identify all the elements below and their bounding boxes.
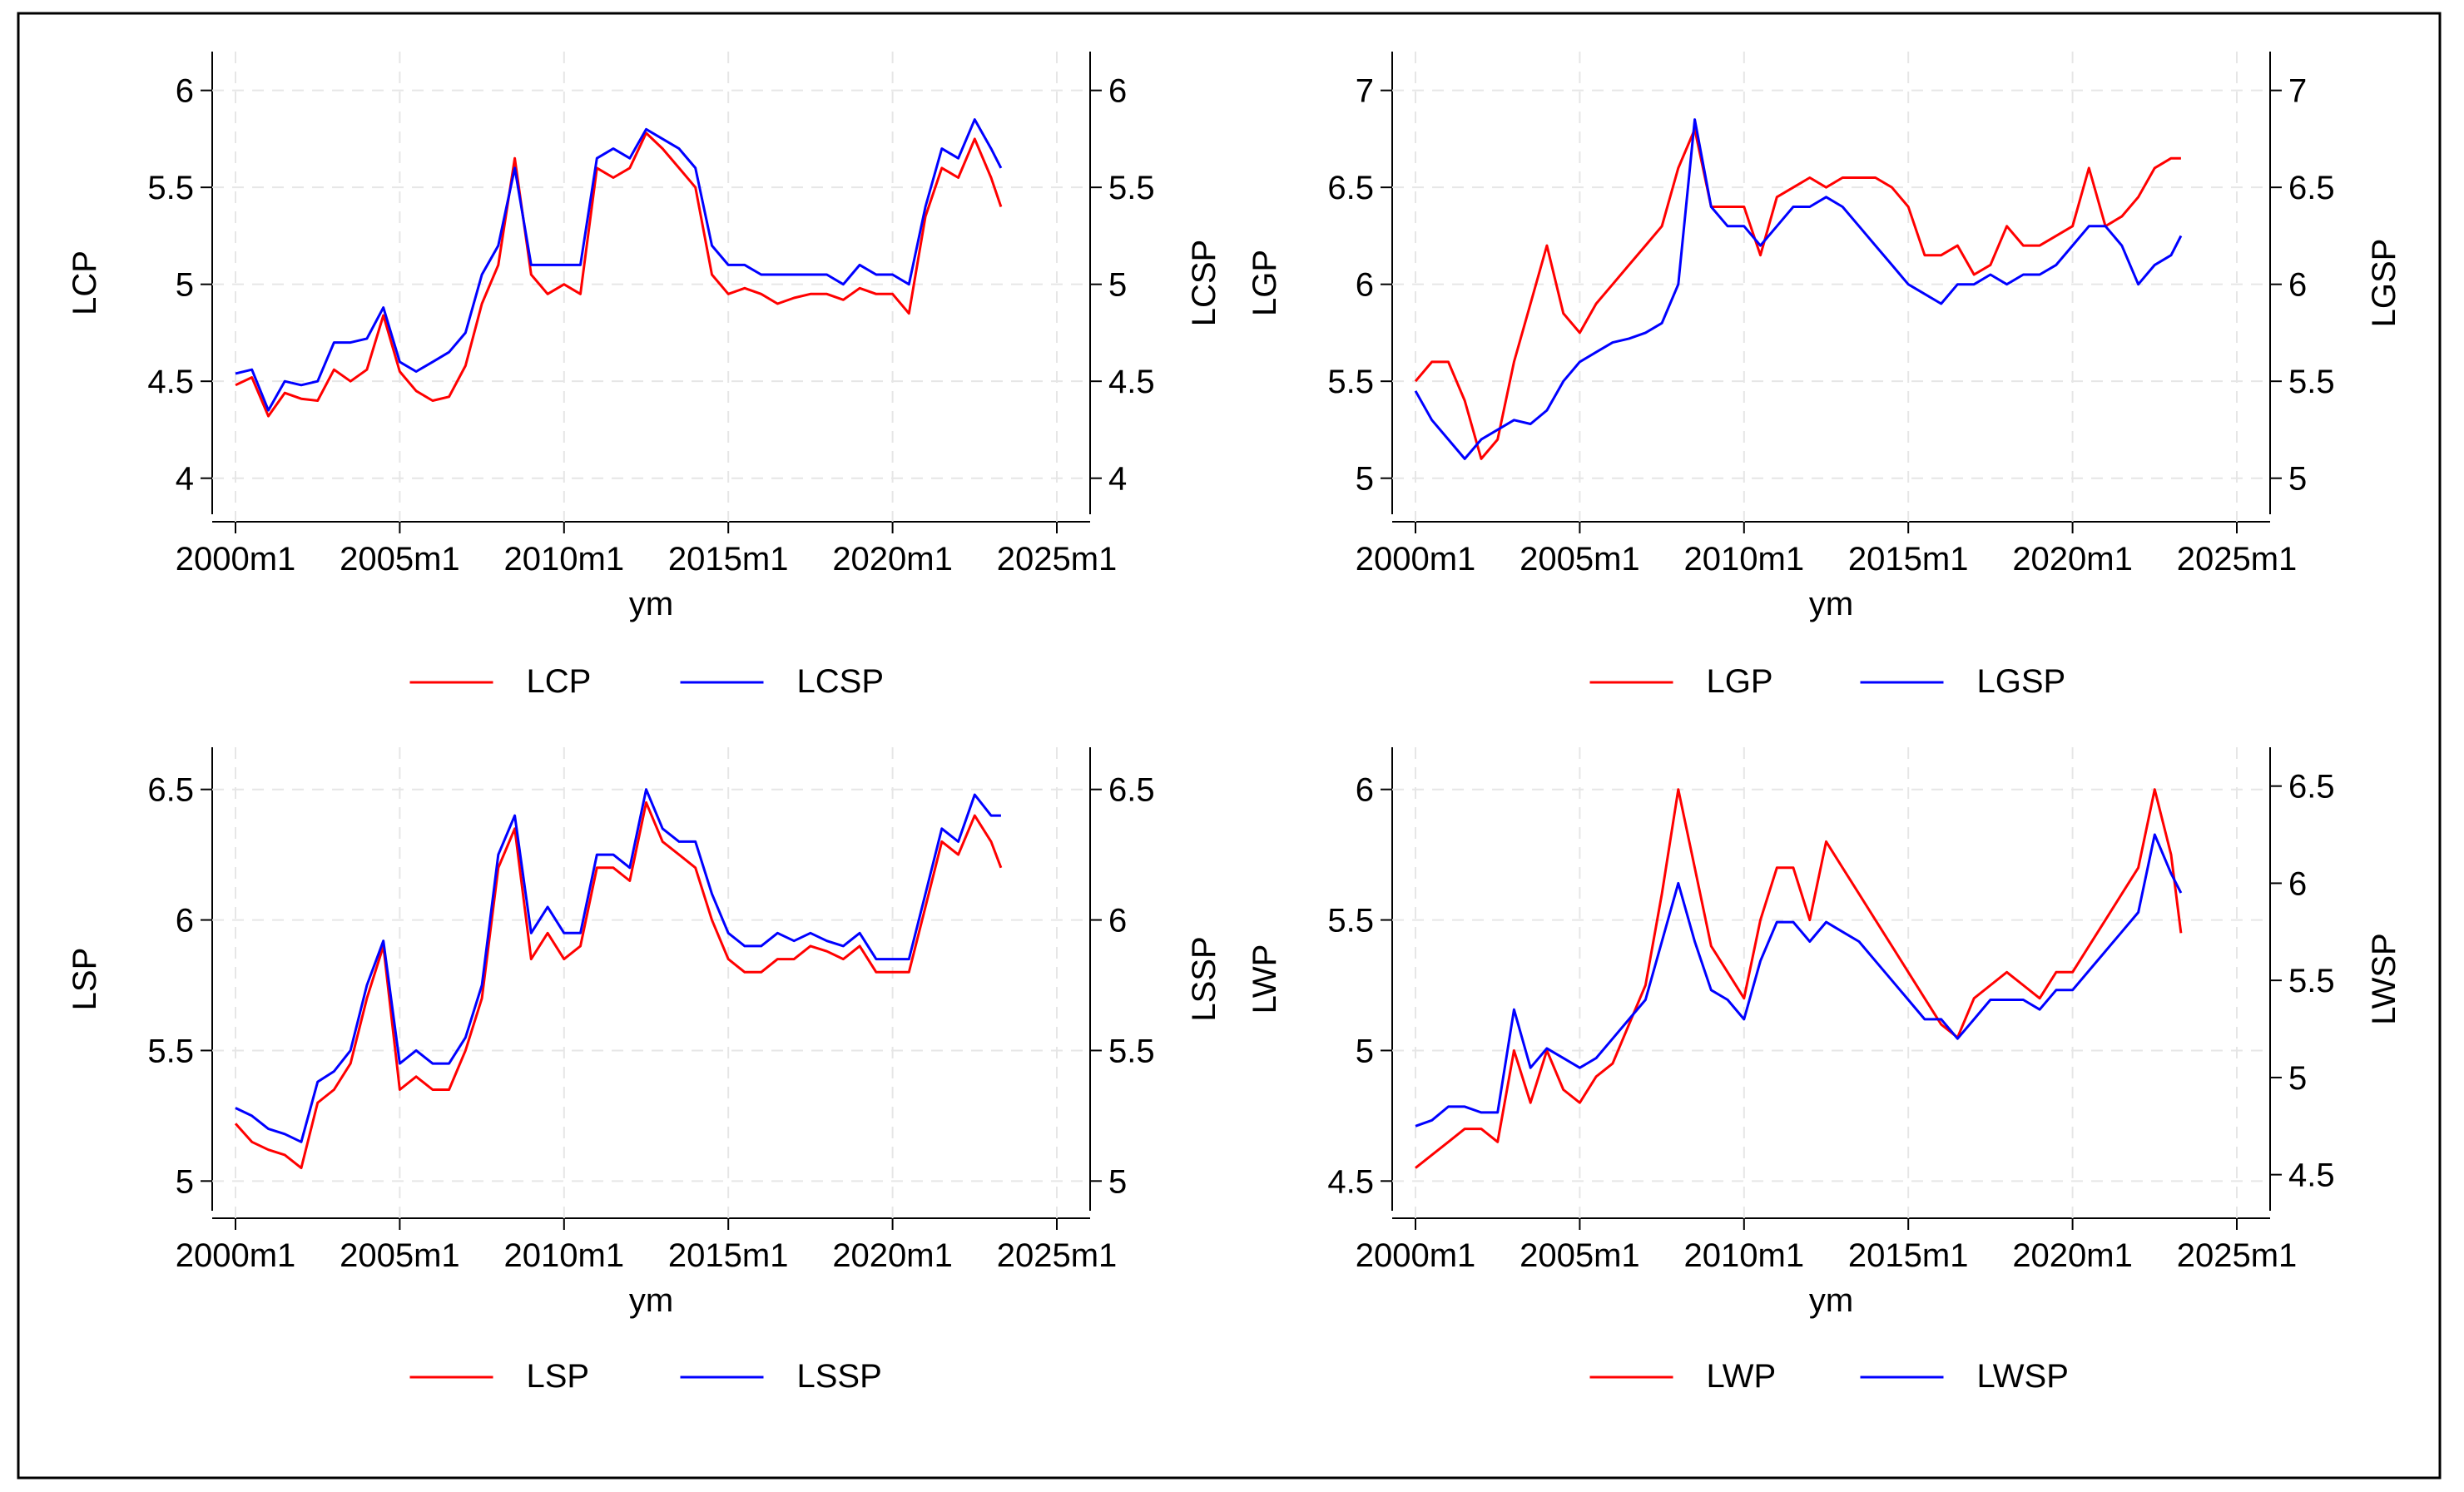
x-tick-label: 2025m1 bbox=[997, 541, 1118, 577]
right-y-tick-label: 6 bbox=[2288, 865, 2307, 902]
right-y-tick-label: 5.5 bbox=[2288, 963, 2335, 999]
left-y-tick-label: 4 bbox=[176, 461, 194, 498]
x-axis-title: ym bbox=[629, 586, 673, 622]
x-tick-label: 2005m1 bbox=[340, 541, 460, 577]
x-tick-label: 2015m1 bbox=[668, 541, 789, 577]
x-tick-label: 2020m1 bbox=[832, 541, 953, 577]
x-tick-label: 2020m1 bbox=[2012, 541, 2133, 577]
legend-label-lwsp: LWSP bbox=[1977, 1358, 2069, 1395]
left-y-tick-label: 4.5 bbox=[147, 364, 194, 400]
right-y-tick-label: 4.5 bbox=[1108, 364, 1155, 400]
right-y-tick-label: 5.5 bbox=[1108, 170, 1155, 206]
right-y-tick-label: 5.5 bbox=[2288, 364, 2335, 400]
x-tick-label: 2015m1 bbox=[668, 1237, 789, 1274]
x-axis-title: ym bbox=[1809, 1282, 1853, 1319]
x-tick-label: 2020m1 bbox=[2012, 1237, 2133, 1274]
left-y-axis-title: LCP bbox=[67, 250, 103, 315]
x-axis-title: ym bbox=[629, 1282, 673, 1319]
left-y-tick-label: 6 bbox=[1356, 267, 1374, 304]
left-y-tick-label: 5.5 bbox=[147, 170, 194, 206]
right-y-tick-label: 6 bbox=[2288, 267, 2307, 304]
series-line-lcp bbox=[235, 131, 1003, 418]
right-y-tick-label: 6 bbox=[1108, 73, 1127, 110]
right-y-axis-title: LCSP bbox=[1186, 240, 1222, 327]
x-tick-label: 2000m1 bbox=[176, 1237, 296, 1274]
right-y-tick-label: 5 bbox=[1108, 267, 1127, 304]
x-tick-label: 2025m1 bbox=[997, 1237, 1118, 1274]
x-tick-label: 2000m1 bbox=[176, 541, 296, 577]
left-y-tick-label: 5.5 bbox=[1327, 903, 1374, 939]
right-y-tick-label: 6 bbox=[1108, 903, 1127, 939]
x-tick-label: 2010m1 bbox=[1684, 541, 1805, 577]
chart-panel-1: 4 4.5 5 5.5 6 4 4.5 5 5.5 6 2000m1 2005m1 2010m1 2015… bbox=[67, 52, 1222, 700]
left-y-tick-label: 5 bbox=[176, 267, 194, 304]
left-y-tick-label: 6.5 bbox=[147, 772, 194, 809]
legend-label-lgp: LGP bbox=[1707, 663, 1773, 700]
legend-label-lgsp: LGSP bbox=[1977, 663, 2066, 700]
x-tick-label: 2010m1 bbox=[504, 541, 625, 577]
left-y-tick-label: 5 bbox=[1356, 1033, 1374, 1069]
right-y-tick-label: 4 bbox=[1108, 461, 1127, 498]
left-y-axis-title: LSP bbox=[67, 948, 103, 1011]
right-y-tick-label: 6.5 bbox=[1108, 772, 1155, 809]
left-y-axis-title: LGP bbox=[1247, 250, 1283, 316]
chart-panel-2: 5 5.5 6 6.5 7 5 5.5 6 6.5 7 2000m1 2005m1 2010m1 2015… bbox=[1247, 52, 2402, 700]
series-line-lwp bbox=[1415, 788, 2183, 1169]
right-y-axis-title: LGSP bbox=[2366, 239, 2402, 328]
legend-label-lcp: LCP bbox=[527, 663, 592, 700]
x-tick-label: 2015m1 bbox=[1848, 541, 1969, 577]
x-tick-label: 2005m1 bbox=[1520, 541, 1640, 577]
legend-label-lsp: LSP bbox=[527, 1358, 590, 1395]
chart-panel-4: 4.5 5 5.5 6 4.5 5 5.5 6 6.5 2000m1 2005m1 2010m1 201… bbox=[1247, 747, 2402, 1395]
x-tick-label: 2000m1 bbox=[1356, 541, 1476, 577]
left-y-tick-label: 5.5 bbox=[1327, 364, 1374, 400]
legend-label-lssp: LSSP bbox=[797, 1358, 882, 1395]
left-y-tick-label: 6 bbox=[176, 903, 194, 939]
right-y-tick-label: 5 bbox=[2288, 1060, 2307, 1097]
left-y-tick-label: 5 bbox=[176, 1163, 194, 1200]
series-line-lgsp bbox=[1414, 118, 2183, 460]
right-y-axis-title: LWSP bbox=[2366, 933, 2402, 1024]
left-y-tick-label: 7 bbox=[1356, 73, 1374, 110]
left-y-tick-label: 5 bbox=[1356, 461, 1374, 498]
figure-border bbox=[17, 12, 2442, 1480]
left-y-tick-label: 5.5 bbox=[147, 1033, 194, 1069]
x-tick-label: 2010m1 bbox=[1684, 1237, 1805, 1274]
series-line-lwsp bbox=[1415, 833, 2183, 1128]
left-y-tick-label: 4.5 bbox=[1327, 1163, 1374, 1200]
right-y-tick-label: 5 bbox=[2288, 461, 2307, 498]
left-y-tick-label: 6 bbox=[176, 73, 194, 110]
chart-panel-3: 5 5.5 6 6.5 5 5.5 6 6.5 2000m1 2005m1 2010m1 2015m1… bbox=[67, 747, 1222, 1395]
right-y-tick-label: 6.5 bbox=[2288, 769, 2335, 805]
x-tick-label: 2015m1 bbox=[1848, 1237, 1969, 1274]
legend-label-lwp: LWP bbox=[1707, 1358, 1777, 1395]
series-line-lsp bbox=[234, 801, 1003, 1170]
x-tick-label: 2010m1 bbox=[504, 1237, 625, 1274]
x-tick-label: 2000m1 bbox=[1356, 1237, 1476, 1274]
right-y-tick-label: 5.5 bbox=[1108, 1033, 1155, 1069]
left-y-tick-label: 6 bbox=[1356, 772, 1374, 809]
right-y-axis-title: LSSP bbox=[1186, 936, 1222, 1021]
x-axis-title: ym bbox=[1809, 586, 1853, 622]
left-y-axis-title: LWP bbox=[1247, 944, 1283, 1014]
left-y-tick-label: 6.5 bbox=[1327, 170, 1374, 206]
x-tick-label: 2025m1 bbox=[2177, 1237, 2298, 1274]
series-line-lgp bbox=[1414, 127, 2181, 460]
right-y-tick-label: 7 bbox=[2288, 73, 2307, 110]
series-line-lcsp bbox=[235, 118, 1003, 412]
x-tick-label: 2025m1 bbox=[2177, 541, 2298, 577]
right-y-tick-label: 4.5 bbox=[2288, 1157, 2335, 1194]
series-line-lssp bbox=[235, 788, 1001, 1143]
legend-label-lcsp: LCSP bbox=[797, 663, 885, 700]
x-tick-label: 2005m1 bbox=[1520, 1237, 1640, 1274]
x-tick-label: 2005m1 bbox=[340, 1237, 460, 1274]
right-y-tick-label: 5 bbox=[1108, 1163, 1127, 1200]
x-tick-label: 2020m1 bbox=[832, 1237, 953, 1274]
right-y-tick-label: 6.5 bbox=[2288, 170, 2335, 206]
